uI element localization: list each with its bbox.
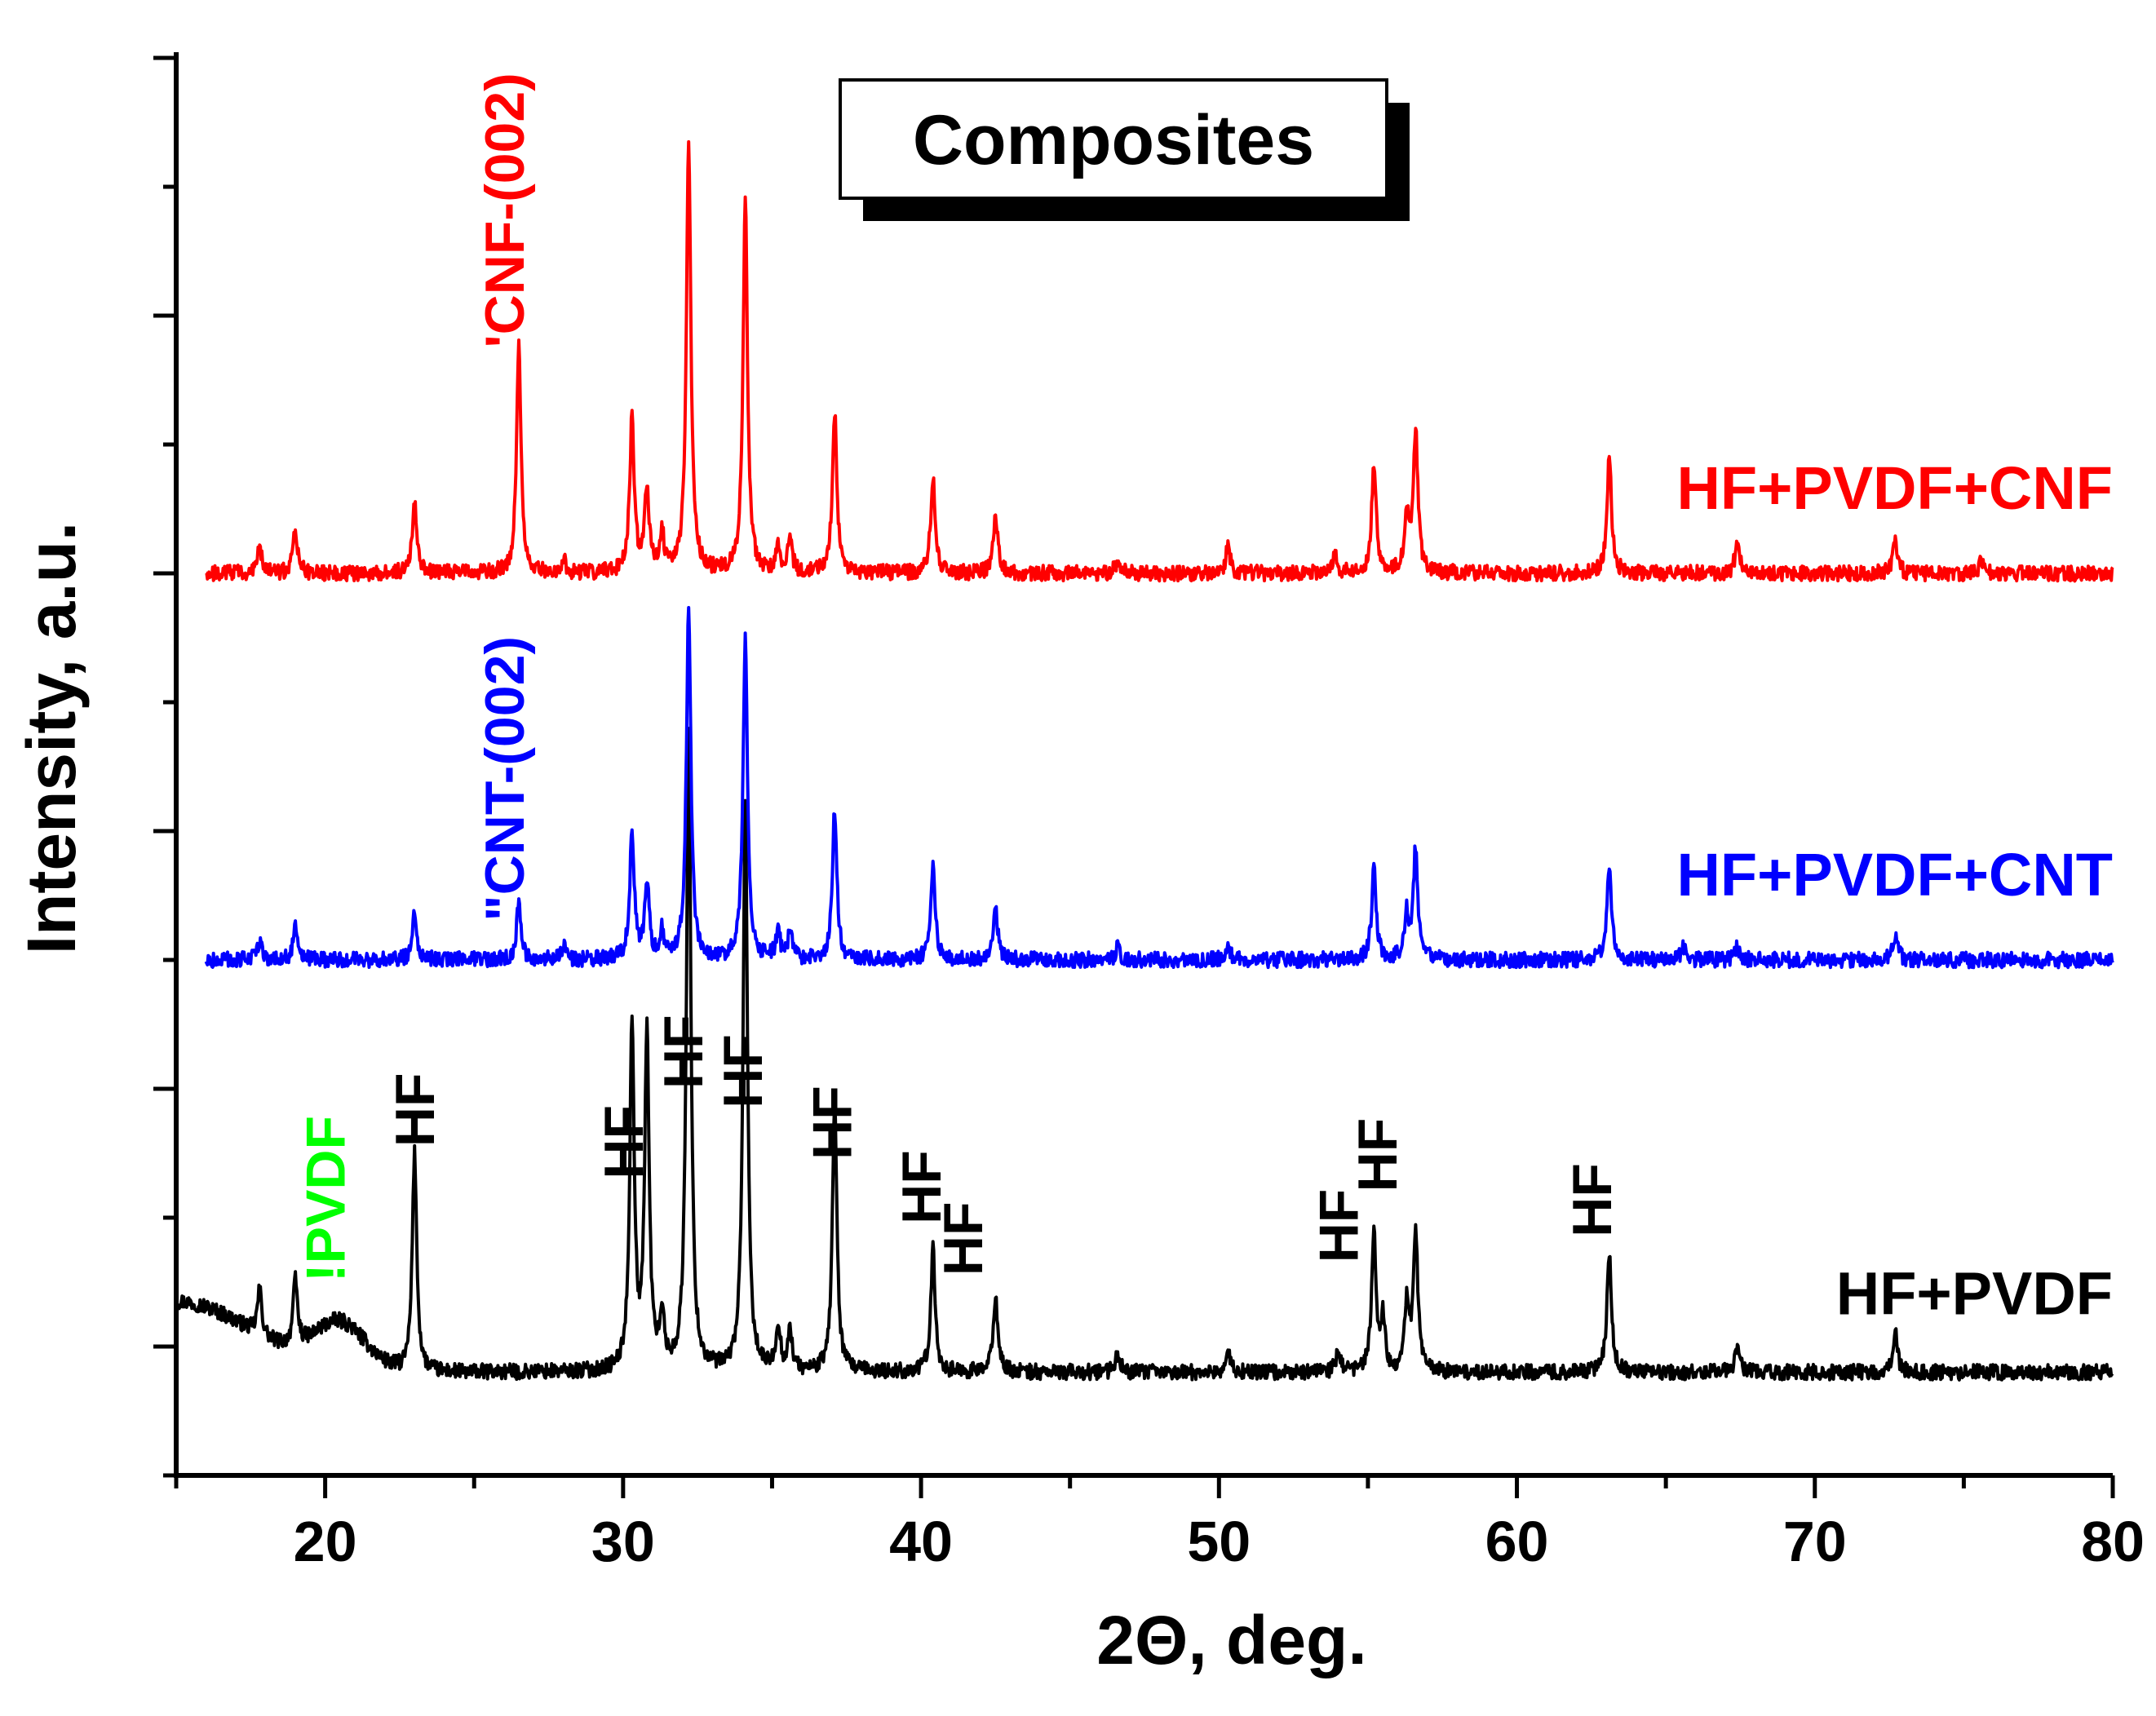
x-tick-label: 80 [2081, 1510, 2145, 1573]
x-tick-label: 60 [1485, 1510, 1549, 1573]
series-label: HF+PVDF+CNF [1676, 454, 2113, 522]
peak-annotation: HF [384, 1072, 446, 1147]
peak-annotation: HF [932, 1201, 994, 1276]
peak-annotation: HF [593, 1105, 655, 1179]
peak-annotation: HF [802, 1086, 864, 1160]
axes-layer: 20 30 40 50 60 70 80 [153, 52, 2145, 1573]
peak-annotation: HF [1308, 1189, 1370, 1263]
y-axis-title: Intensity, a.u. [13, 522, 90, 955]
x-tick-label: 30 [591, 1510, 655, 1573]
x-tick-label: 20 [294, 1510, 357, 1573]
series-layer [175, 139, 2114, 1382]
series-line-hf-pvdf-cnf [205, 139, 2114, 583]
series-line-hf-pvdf [175, 727, 2114, 1382]
title-box-frame [839, 78, 1388, 200]
peak-annotation: "CNT-(002) [474, 636, 536, 922]
peak-annotation: HF [1561, 1163, 1623, 1237]
series-label: HF+PVDF+CNT [1676, 841, 2113, 909]
x-tick-label: 40 [889, 1510, 953, 1573]
peak-annotation: HF [1347, 1118, 1409, 1192]
peak-annotation: !PVDF [295, 1116, 357, 1282]
peak-annotation: HF [653, 1015, 715, 1089]
x-axis-title: 2Θ, deg. [1096, 1602, 1366, 1678]
x-tick-label: 70 [1783, 1510, 1847, 1573]
peak-annotation: HF [891, 1150, 953, 1224]
series-line-hf-pvdf-cnt [204, 606, 2114, 970]
title-box: Composites [839, 78, 1410, 221]
chart-title: Composites [913, 101, 1314, 179]
series-label: HF+PVDF [1836, 1260, 2113, 1328]
x-tick-label: 50 [1187, 1510, 1251, 1573]
peak-annotation: HF [712, 1034, 774, 1108]
peak-annotation: 'CNF-(002) [474, 73, 536, 347]
